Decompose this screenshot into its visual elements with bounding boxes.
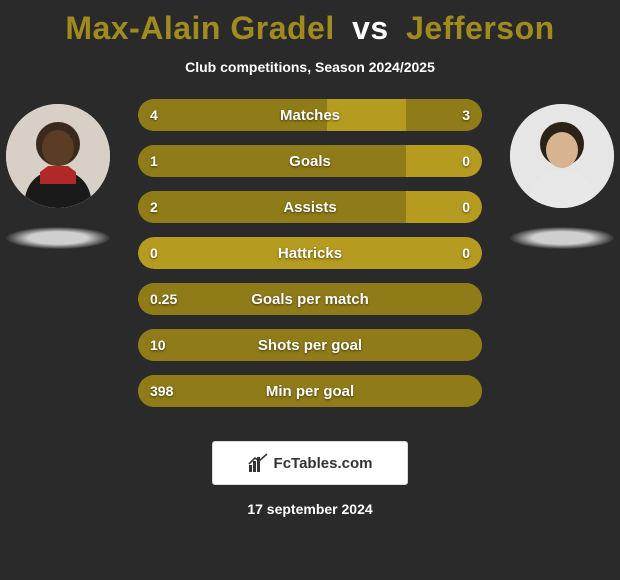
brand-badge: FcTables.com [212, 441, 408, 485]
stat-bar-fill-left [138, 329, 482, 361]
footer: FcTables.com 17 september 2024 [0, 423, 620, 517]
stat-bar-row: 10Goals [138, 145, 482, 177]
date-text: 17 september 2024 [247, 501, 372, 517]
player2-name: Jefferson [406, 10, 555, 46]
stat-bar-row: 0.25Goals per match [138, 283, 482, 315]
stat-bar-row: 20Assists [138, 191, 482, 223]
brand-text: FcTables.com [274, 455, 373, 472]
avatar-placeholder-icon [510, 104, 614, 208]
player1-avatar [6, 104, 110, 208]
stat-bar-row: 10Shots per goal [138, 329, 482, 361]
content-area: 43Matches 10Goals 20Assists 00Hattricks 0.25… [0, 99, 620, 580]
stat-bar-fill-left [138, 99, 327, 131]
avatar-placeholder-icon [6, 104, 110, 208]
stat-bars-container: 43Matches 10Goals 20Assists 00Hattricks 0.25… [138, 99, 482, 421]
stat-bar-fill-left [138, 191, 406, 223]
player1-avatar-shadow [6, 227, 110, 249]
vs-separator: vs [352, 10, 389, 46]
player2-avatar-shadow [510, 227, 614, 249]
stat-bar-row: 43Matches [138, 99, 482, 131]
stat-bar-fill-left [138, 375, 482, 407]
stat-bar-fill-left [138, 145, 406, 177]
stat-bar-fill-right [406, 99, 482, 131]
player1-name: Max-Alain Gradel [65, 10, 334, 46]
subtitle: Club competitions, Season 2024/2025 [185, 59, 435, 75]
brand-logo-icon [248, 453, 268, 473]
stat-bar-row: 00Hattricks [138, 237, 482, 269]
stat-bar-row: 398Min per goal [138, 375, 482, 407]
player2-avatar [510, 104, 614, 208]
stat-bar-track [138, 237, 482, 269]
comparison-title: Max-Alain Gradel vs Jefferson [65, 10, 554, 47]
stat-bar-fill-left [138, 283, 482, 315]
